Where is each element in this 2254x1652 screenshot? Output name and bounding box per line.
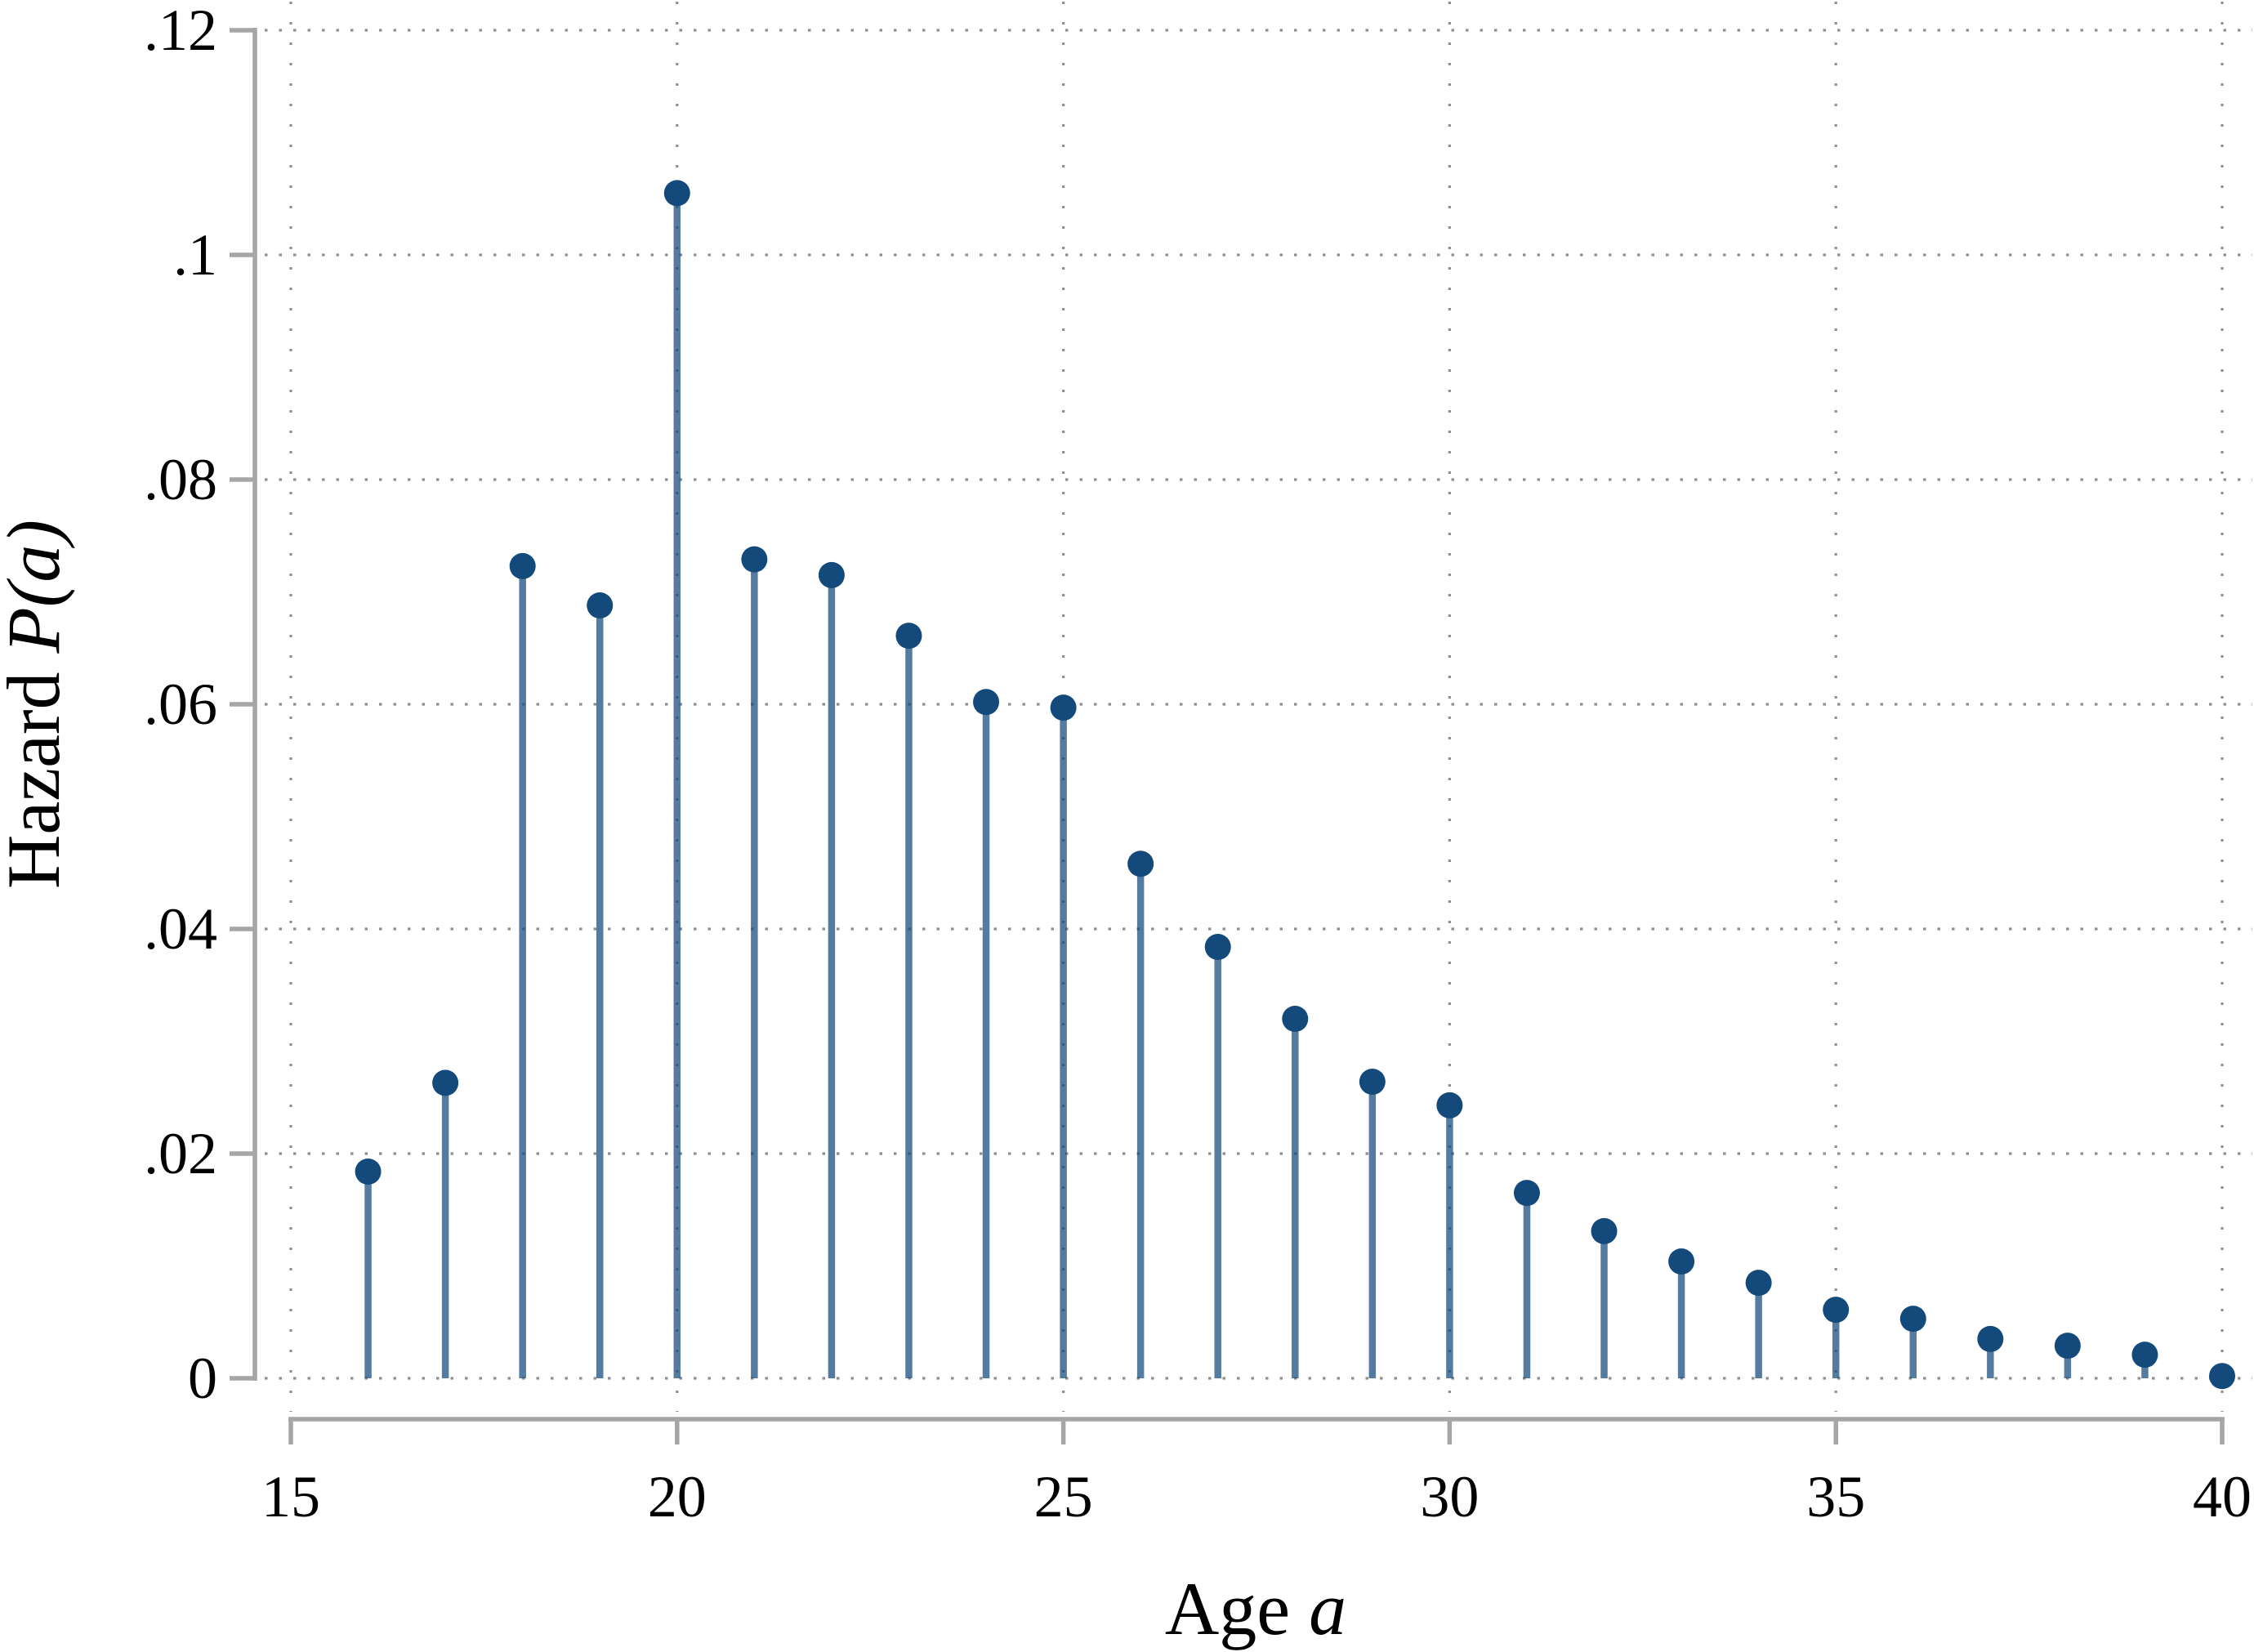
x-axis-title-math: a	[1309, 1567, 1346, 1650]
data-point-age-27	[1204, 934, 1231, 960]
y-tick-label: .08	[144, 447, 217, 512]
y-axis-title-text: Hazard	[0, 653, 75, 889]
data-point-age-30	[1436, 1092, 1463, 1118]
y-tick-label: .1	[173, 222, 217, 288]
x-tick-label: 20	[648, 1464, 707, 1529]
y-axis-title: Hazard P(a)	[0, 520, 75, 889]
y-tick-label: .04	[144, 896, 217, 962]
data-point-age-23	[895, 623, 922, 650]
data-point-age-38	[2054, 1333, 2081, 1360]
data-point-age-29	[1359, 1069, 1386, 1095]
x-axis-title: Age a	[1165, 1567, 1346, 1650]
data-point-age-26	[1127, 851, 1154, 877]
data-point-age-17	[432, 1069, 459, 1096]
data-point-age-33	[1668, 1248, 1695, 1275]
x-tick-label: 40	[2193, 1464, 2252, 1529]
data-point-age-19	[587, 592, 614, 618]
data-point-age-24	[973, 689, 1000, 716]
y-tick-labels: 0 .02 .04 .06 .08 .1 .12	[144, 0, 217, 1411]
data-point-age-25	[1050, 694, 1077, 721]
data-point-age-39	[2131, 1342, 2158, 1368]
data-point-age-16	[355, 1159, 382, 1185]
axes	[230, 28, 2225, 1444]
x-tick-labels: 15 20 25 30 35 40	[261, 1464, 2252, 1529]
data-point-age-22	[818, 561, 845, 588]
y-tick-label: .12	[144, 0, 217, 63]
markers	[355, 180, 2235, 1390]
x-tick-label: 15	[261, 1464, 320, 1529]
data-point-age-37	[1977, 1325, 2004, 1352]
y-tick-label: 0	[188, 1346, 217, 1411]
y-tick-label: .06	[144, 672, 217, 737]
data-point-age-18	[509, 552, 536, 579]
x-tick-label: 25	[1034, 1464, 1093, 1529]
horizontal-gridlines	[265, 29, 2252, 1380]
x-tick-label: 35	[1806, 1464, 1865, 1529]
data-point-age-35	[1823, 1297, 1850, 1324]
y-tick-label: .02	[144, 1121, 217, 1186]
x-tick-label: 30	[1420, 1464, 1479, 1529]
data-point-age-28	[1282, 1006, 1309, 1032]
data-point-age-36	[1899, 1306, 1926, 1333]
data-point-age-21	[741, 546, 768, 573]
data-point-age-32	[1591, 1217, 1618, 1244]
data-point-age-31	[1513, 1180, 1540, 1207]
data-point-age-20	[663, 180, 690, 207]
x-axis-title-text: Age	[1165, 1567, 1309, 1650]
data-point-age-40	[2209, 1363, 2235, 1390]
data-point-age-34	[1745, 1270, 1772, 1297]
stems	[364, 193, 2226, 1378]
y-axis-title-math: P(a)	[0, 520, 75, 654]
